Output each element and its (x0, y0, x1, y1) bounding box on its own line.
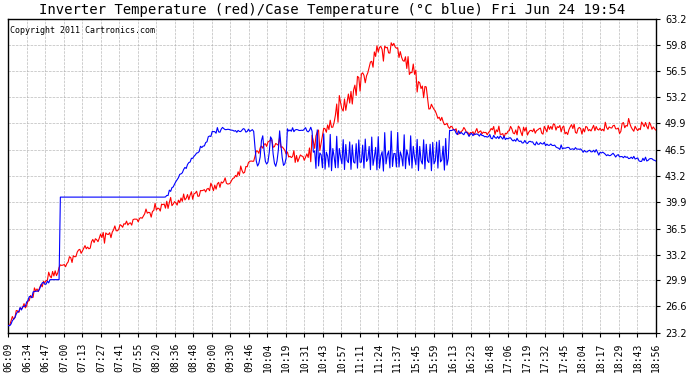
Text: Copyright 2011 Cartronics.com: Copyright 2011 Cartronics.com (10, 26, 155, 34)
Title: Inverter Temperature (red)/Case Temperature (°C blue) Fri Jun 24 19:54: Inverter Temperature (red)/Case Temperat… (39, 3, 625, 18)
